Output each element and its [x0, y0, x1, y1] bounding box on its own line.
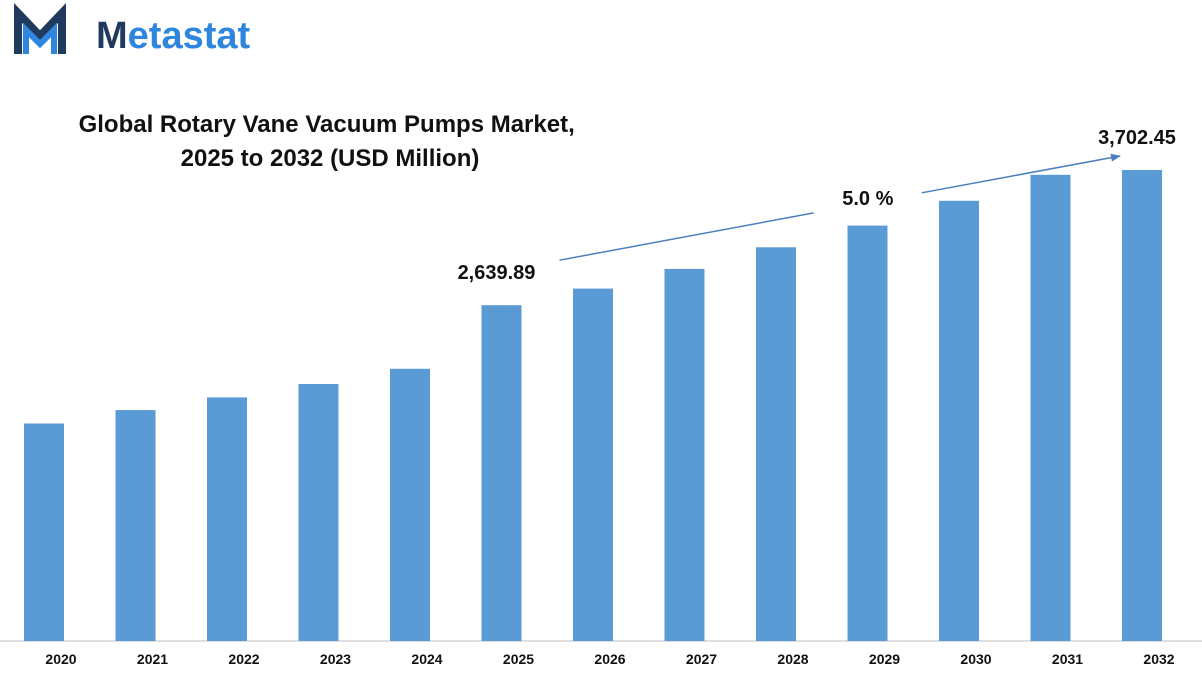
- cagr-arrow-segment-end: [921, 153, 1121, 194]
- x-tick-label-2027: 2027: [686, 651, 717, 667]
- data-labels: 2,639.89 3,702.45: [458, 127, 1176, 284]
- x-tick-label-2021: 2021: [137, 651, 168, 667]
- x-tick-label-2028: 2028: [777, 651, 808, 667]
- cagr-label: 5.0 %: [842, 188, 893, 210]
- x-tick-label-2023: 2023: [320, 651, 351, 667]
- logo-text-rest: etastat: [128, 15, 251, 57]
- x-tick-label-2022: 2022: [228, 651, 259, 667]
- bar-2024: [390, 368, 430, 641]
- chart-title: Global Rotary Vane Vacuum Pumps Market, …: [79, 111, 582, 172]
- bar-2027: [664, 268, 705, 641]
- cagr-arrow-segment-start: [559, 212, 814, 261]
- x-tick-label-2024: 2024: [411, 651, 442, 667]
- metastat-logo[interactable]: Metastat: [14, 3, 251, 57]
- x-axis-tick-labels: 2020 2021 2022 2023 2024 2025 2026 2027 2028 2029…: [45, 651, 1174, 667]
- bar-2021: [115, 410, 156, 641]
- x-tick-label-2025: 2025: [503, 651, 534, 667]
- cagr-annotation: 5.0 %: [559, 153, 1121, 261]
- bar-2029: [847, 225, 888, 641]
- chart-title-line-2: 2025 to 2032 (USD Million): [181, 145, 480, 172]
- x-tick-label-2032: 2032: [1143, 651, 1174, 667]
- bar-2026: [573, 288, 613, 641]
- x-tick-label-2029: 2029: [869, 651, 900, 667]
- x-tick-label-2031: 2031: [1052, 651, 1083, 667]
- data-label-2025: 2,639.89: [458, 262, 536, 284]
- bar-2030: [939, 200, 979, 642]
- bar-2028: [756, 247, 796, 642]
- logo-text-initial: M: [96, 15, 128, 57]
- x-tick-label-2020: 2020: [45, 651, 76, 667]
- logo-text: Metastat: [96, 15, 251, 57]
- bar-2032: [1122, 170, 1162, 641]
- x-tick-label-2026: 2026: [594, 651, 625, 667]
- bar-2020: [24, 423, 64, 641]
- bar-2025: [481, 305, 522, 641]
- metastat-m-logo-icon: [14, 3, 66, 54]
- bars: [24, 170, 1162, 642]
- bar-2022: [207, 397, 247, 641]
- bar-2023: [298, 384, 339, 641]
- data-label-2032: 3,702.45: [1098, 127, 1176, 149]
- chart-title-line-1: Global Rotary Vane Vacuum Pumps Market,: [79, 111, 575, 138]
- bar-2031: [1030, 174, 1071, 642]
- x-tick-label-2030: 2030: [960, 651, 991, 667]
